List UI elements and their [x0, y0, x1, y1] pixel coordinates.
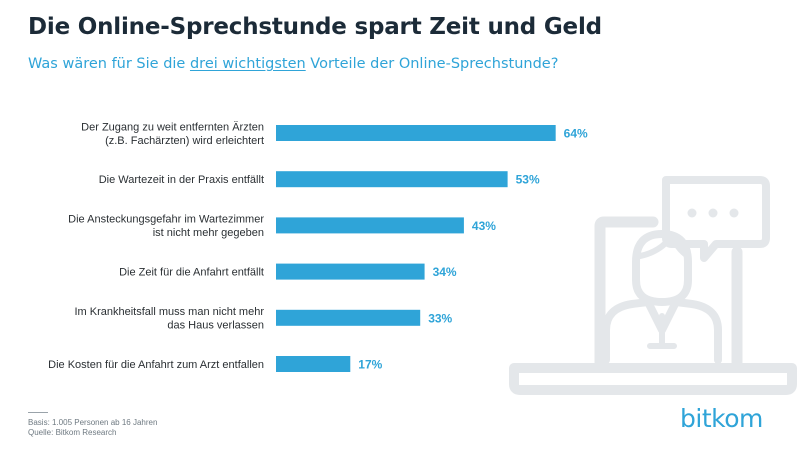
- page-title: Die Online-Sprechstunde spart Zeit und G…: [28, 14, 602, 40]
- subtitle-emphasis: drei wichtigsten: [189, 56, 306, 72]
- bar: [276, 171, 508, 188]
- subtitle-text-post: Vorteile der Online-Sprechstunde?: [305, 56, 559, 72]
- bitkom-logo: bitkom: [680, 404, 763, 433]
- category-label: Die Ansteckungsgefahr im Wartezimmer: [68, 214, 264, 226]
- bar: [276, 125, 556, 141]
- category-label: (z.B. Fachärzten) wird erleichtert: [105, 135, 264, 147]
- footer-source: Quelle: Bitkom Research: [28, 428, 117, 437]
- value-label: 34%: [433, 265, 457, 279]
- bar: [276, 356, 351, 372]
- value-label: 43%: [472, 219, 496, 233]
- doctor-video-call-icon: [509, 176, 797, 395]
- chart-subtitle: Was wären für Sie die drei wichtigsten V…: [28, 56, 558, 72]
- value-label: 33%: [428, 311, 452, 325]
- bar: [276, 309, 421, 326]
- value-label: 53%: [516, 173, 540, 187]
- category-label: Die Wartezeit in der Praxis entfällt: [99, 174, 264, 186]
- category-label: das Haus verlassen: [167, 320, 264, 332]
- category-label: Der Zugang zu weit entfernten Ärzten: [81, 121, 264, 133]
- category-label: Die Kosten für die Anfahrt zum Arzt entf…: [48, 359, 264, 371]
- category-label: ist nicht mehr gegeben: [153, 227, 264, 239]
- value-label: 17%: [358, 358, 382, 372]
- footer-divider: [28, 412, 48, 413]
- bar: [276, 263, 425, 280]
- category-label: Im Krankheitsfall muss man nicht mehr: [74, 306, 264, 318]
- footer-basis: Basis: 1.005 Personen ab 16 Jahren: [28, 418, 158, 427]
- subtitle-text-pre: Was wären für Sie die: [28, 56, 190, 72]
- category-label: Die Zeit für die Anfahrt entfällt: [119, 267, 264, 279]
- footer-notes: Basis: 1.005 Personen ab 16 Jahren Quell…: [28, 418, 157, 438]
- value-label: 64%: [564, 127, 588, 141]
- bar: [276, 217, 464, 234]
